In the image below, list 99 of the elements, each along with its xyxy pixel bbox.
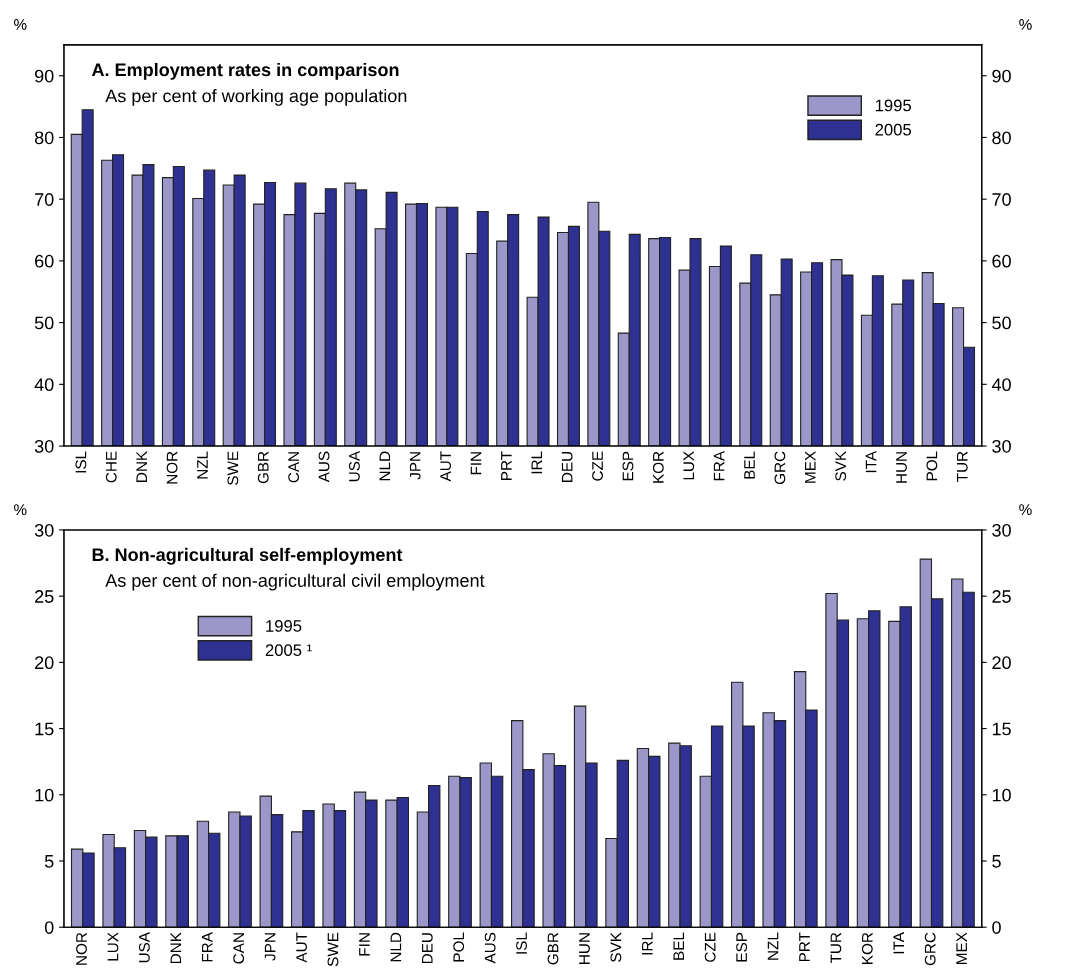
text: B. Non-agricultural self-employment — [92, 547, 403, 565]
x-tick-label: NOR — [76, 932, 87, 965]
legend-label: 2005 ¹ — [265, 644, 312, 657]
x-tick-label: CAN — [288, 452, 300, 483]
x-tick-label: PRT — [799, 932, 810, 962]
x-tick-label: FRA — [713, 450, 725, 481]
y2-tick-label: 30 — [992, 439, 1011, 453]
x-tick-label: DNK — [170, 932, 182, 964]
x-tick-label: BEL — [744, 451, 755, 479]
x-tick-label: BEL — [673, 932, 684, 960]
y2-tick-label: 60 — [992, 254, 1011, 268]
x-tick-label: ISL — [516, 932, 527, 954]
y2-tick-label: 20 — [992, 656, 1011, 670]
y2-tick-label: 10 — [992, 788, 1011, 802]
x-tick-label: FIN — [470, 452, 482, 475]
x-tick-label: FIN — [359, 933, 370, 956]
y2-tick-label: 0 — [992, 921, 1001, 934]
y2-tick-label: 80 — [992, 131, 1011, 145]
x-tick-label: USA — [349, 450, 360, 482]
y2-tick-label: 40 — [991, 378, 1011, 392]
x-tick-label: CHE — [105, 451, 117, 483]
x-tick-label: PRT — [501, 451, 512, 480]
x-tick-label: GBR — [547, 932, 559, 965]
y2-axis-title: % — [1019, 504, 1032, 515]
y2-tick-label: 30 — [992, 523, 1011, 537]
y2-tick-label: 25 — [992, 590, 1011, 603]
x-tick-label: ITA — [893, 932, 905, 954]
x-tick-label: TUR — [956, 451, 968, 482]
x-tick-label: ESP — [736, 932, 747, 962]
x-tick-label: DNK — [136, 451, 147, 482]
x-tick-label: KOR — [652, 451, 664, 483]
y-tick-label: 60 — [35, 254, 54, 268]
text: A. Employment rates in comparison — [91, 62, 399, 80]
y2-tick-label: 5 — [992, 855, 1001, 868]
y-tick-label: 90 — [35, 69, 54, 83]
x-tick-label: TUR — [830, 932, 842, 964]
y2-tick-label: 70 — [992, 193, 1011, 206]
y-tick-label: 30 — [34, 439, 54, 453]
y-tick-label: 10 — [35, 788, 54, 802]
x-tick-label: DEU — [422, 933, 433, 964]
legend-label: 2005 — [875, 123, 912, 136]
x-tick-label: SWE — [227, 451, 239, 485]
y-tick-label: 0 — [44, 921, 54, 934]
x-tick-label: CZE — [592, 451, 603, 481]
legend-label: 1995 — [266, 620, 302, 632]
y-axis-title: % — [14, 19, 27, 30]
x-tick-label: IRL — [531, 451, 543, 474]
text: As per cent of non-agricultural civil employment — [105, 573, 485, 591]
x-tick-label: AUT — [296, 932, 307, 963]
x-tick-label: LUX — [683, 451, 695, 480]
y-tick-label: 25 — [35, 590, 54, 603]
y2-tick-label: 50 — [992, 316, 1011, 330]
y2-axis-title: % — [1019, 19, 1032, 30]
x-tick-label: FRA — [201, 932, 213, 962]
legend-label: 1995 — [875, 99, 912, 112]
x-tick-label: HUN — [896, 452, 907, 483]
x-tick-label: GBR — [257, 451, 269, 484]
x-tick-label: ESP — [622, 451, 634, 481]
x-tick-label: SVK — [610, 932, 622, 962]
x-tick-label: USA — [138, 932, 150, 963]
x-tick-label: SWE — [327, 932, 339, 967]
y-tick-label: 15 — [35, 722, 54, 736]
x-tick-label: AUS — [318, 451, 330, 483]
x-tick-label: MEX — [956, 932, 967, 964]
x-tick-label: CZE — [704, 932, 716, 962]
y-tick-label: 40 — [34, 378, 54, 392]
x-tick-label: KOR — [861, 932, 873, 964]
x-tick-label: MEX — [805, 451, 816, 483]
x-tick-label: POL — [926, 451, 938, 481]
y2-tick-label: 15 — [992, 722, 1011, 736]
y-tick-label: 20 — [35, 656, 54, 670]
x-tick-label: ISL — [75, 451, 87, 473]
x-tick-label: GRC — [774, 451, 786, 485]
x-tick-label: LUX — [107, 932, 119, 961]
x-tick-label: DEU — [561, 452, 573, 482]
x-tick-label: ITA — [865, 450, 877, 473]
x-tick-label: NZL — [767, 932, 779, 960]
y-tick-label: 70 — [35, 193, 54, 206]
y-axis-title: % — [14, 504, 27, 515]
y-tick-label: 80 — [34, 131, 54, 145]
x-tick-label: AUT — [440, 451, 451, 482]
y-tick-label: 50 — [34, 316, 54, 330]
x-tick-label: GRC — [924, 932, 936, 966]
y-tick-label: 30 — [34, 523, 54, 537]
x-tick-label: HUN — [579, 933, 590, 964]
y-tick-label: 5 — [44, 855, 54, 868]
x-tick-label: SVK — [835, 451, 847, 481]
text: As per cent of working age population — [105, 89, 407, 106]
x-tick-label: JPN — [409, 452, 421, 480]
x-tick-label: NZL — [197, 451, 208, 479]
x-tick-label: AUS — [484, 932, 496, 964]
y2-tick-label: 90 — [992, 69, 1011, 83]
x-tick-label: POL — [453, 932, 465, 962]
x-tick-label: IRL — [642, 932, 653, 955]
x-tick-label: NOR — [166, 451, 178, 484]
x-tick-label: CAN — [233, 933, 245, 964]
x-tick-label: NLD — [379, 451, 391, 481]
x-tick-label: JPN — [264, 933, 276, 961]
x-tick-label: NLD — [390, 932, 402, 962]
